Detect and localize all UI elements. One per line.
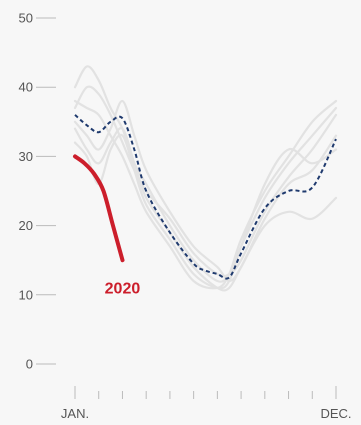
background-year-line bbox=[73, 99, 338, 283]
background-year-line bbox=[73, 85, 338, 278]
main-series-group bbox=[73, 114, 337, 280]
y-tick-label: 20 bbox=[19, 218, 33, 233]
background-year-line bbox=[73, 65, 338, 283]
y-tick-label: 30 bbox=[19, 149, 33, 164]
background-year-line bbox=[73, 133, 338, 290]
y-tick-label: 40 bbox=[19, 80, 33, 95]
y-tick-label: 10 bbox=[19, 287, 33, 302]
average-line bbox=[74, 114, 337, 280]
y-tick-label: 0 bbox=[26, 357, 33, 372]
x-tick-label: JAN. bbox=[61, 406, 89, 421]
x-tick-label: DEC. bbox=[320, 406, 351, 421]
background-year-line bbox=[73, 99, 338, 290]
annotation-group: 2020 bbox=[105, 281, 141, 298]
y-tick-label: 50 bbox=[19, 11, 33, 26]
y-axis: 0 10 20 30 40 50 bbox=[19, 11, 56, 372]
annotation-label: 2020 bbox=[105, 281, 141, 298]
highlight-line-2020 bbox=[73, 154, 125, 263]
x-axis: JAN. DEC. bbox=[61, 386, 352, 421]
